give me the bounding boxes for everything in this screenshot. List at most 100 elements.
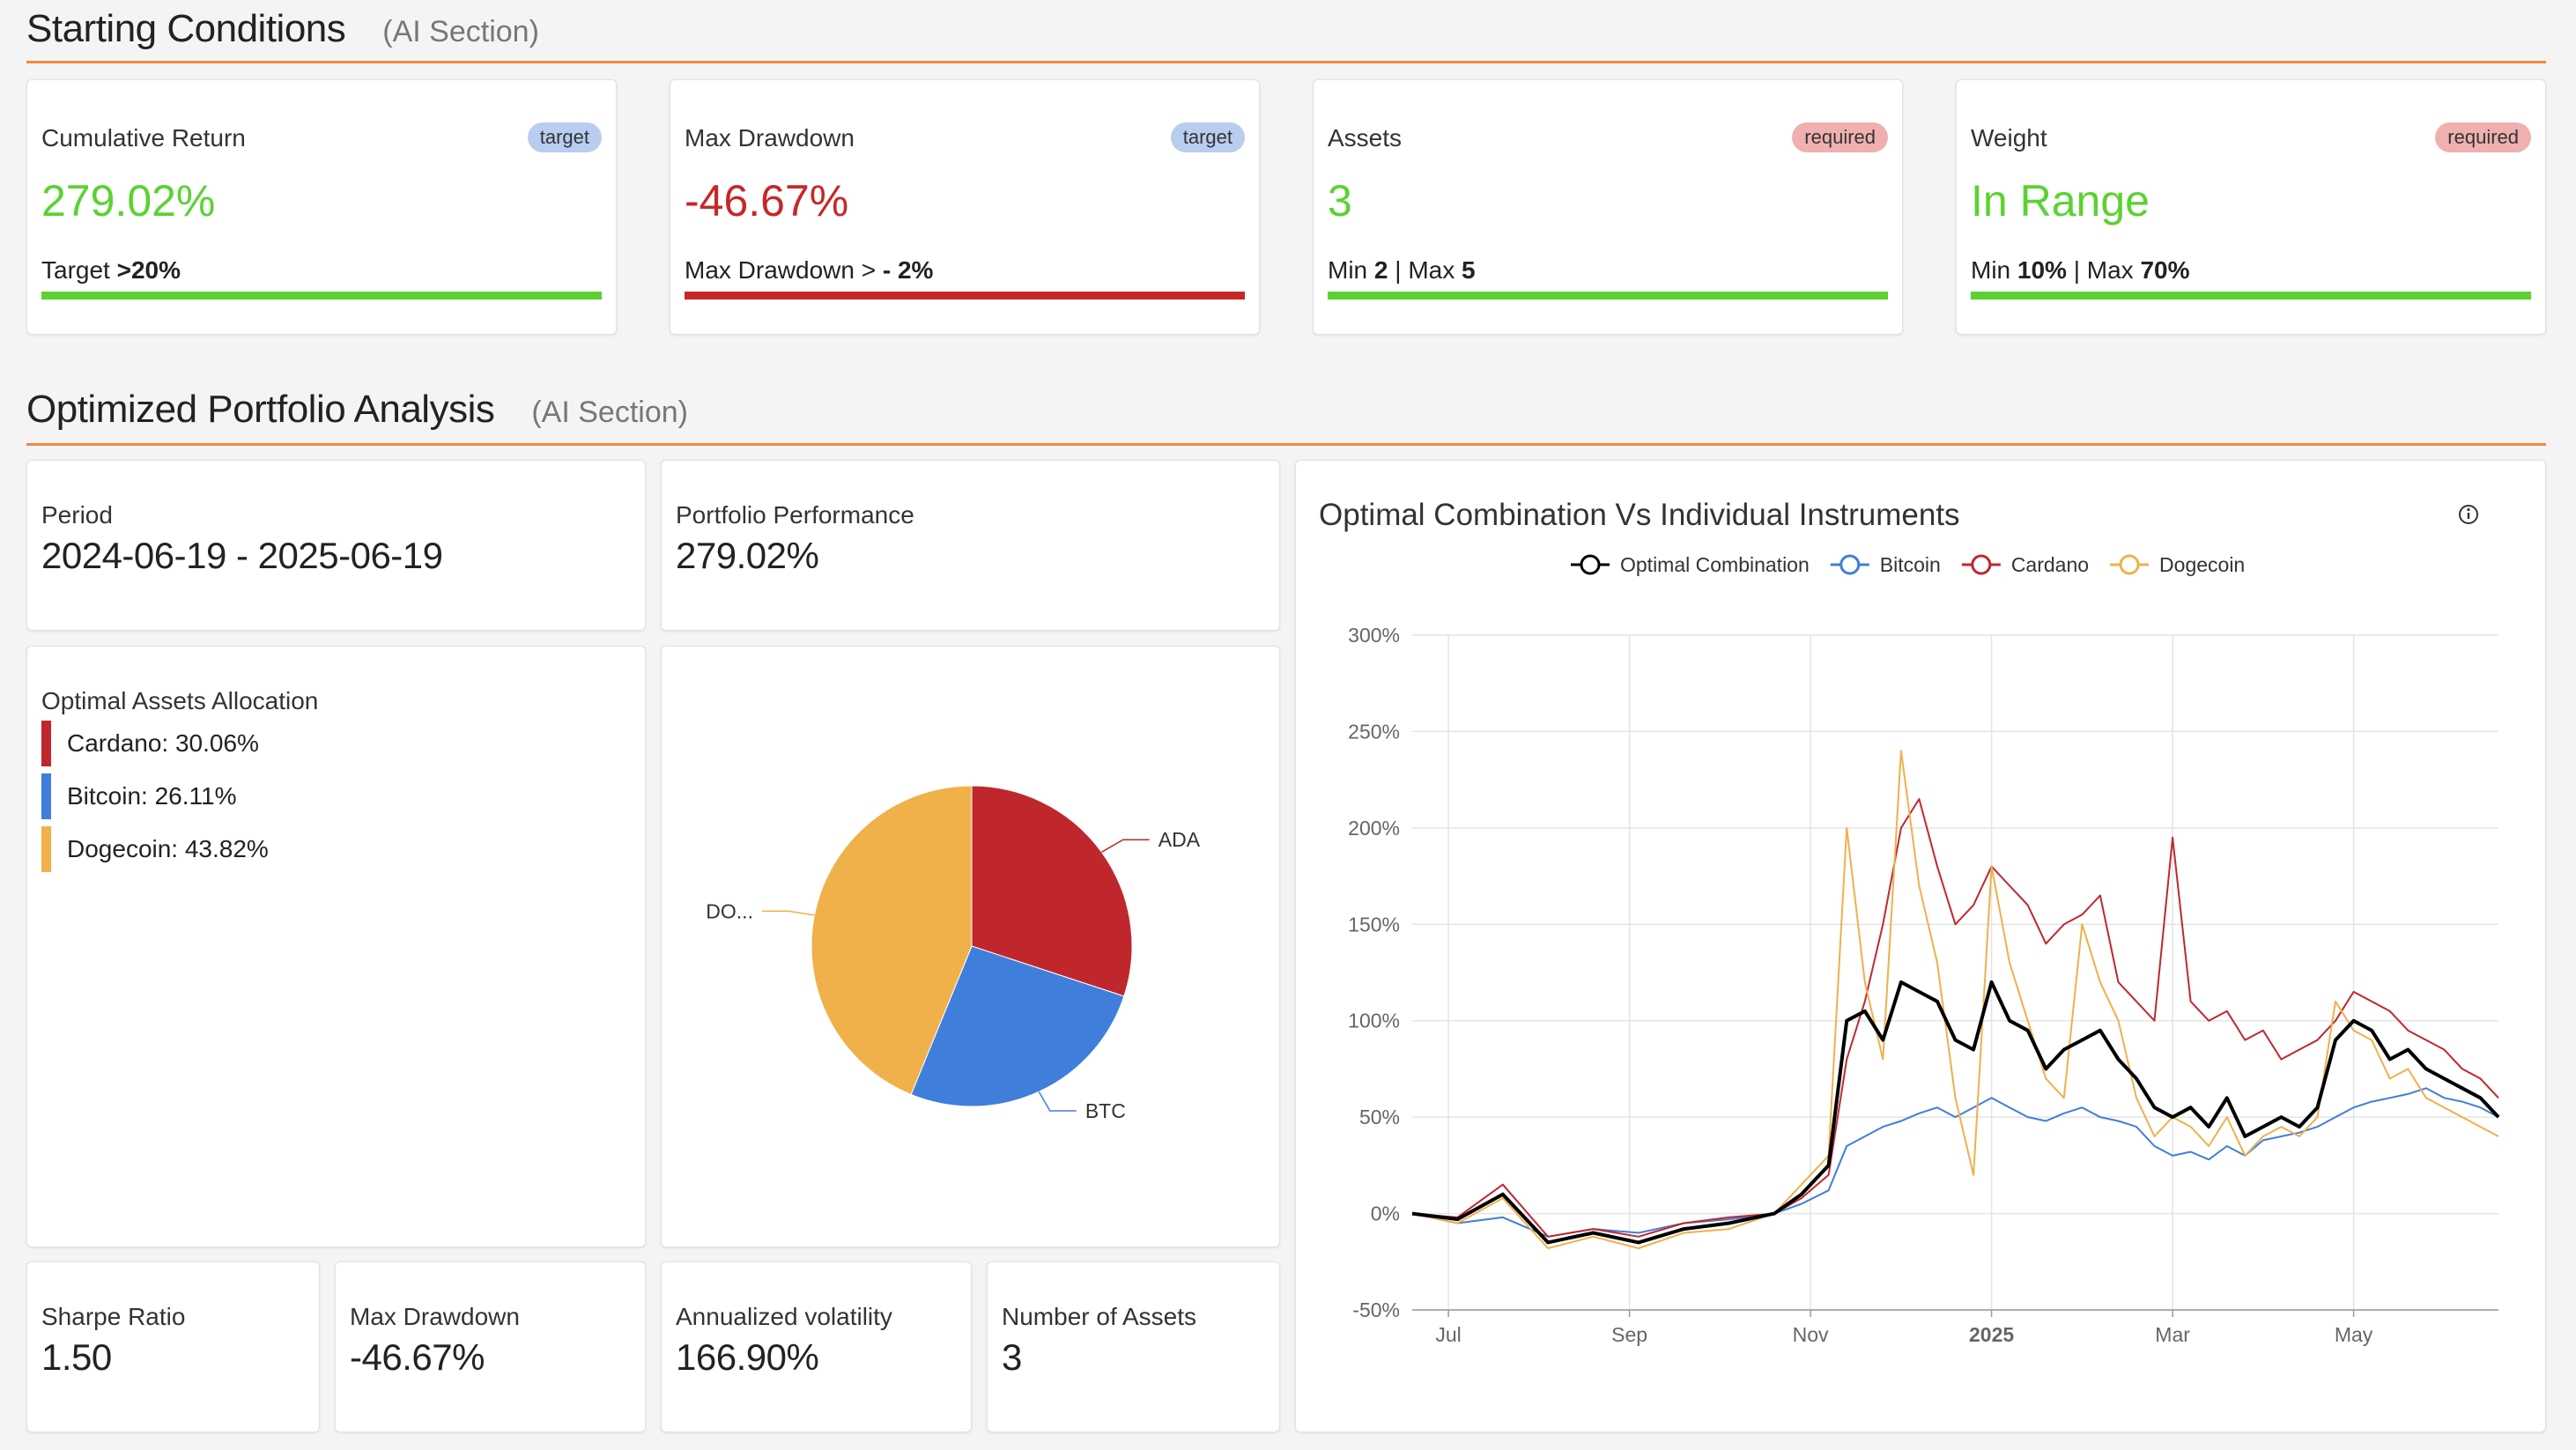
y-tick-label: 0%: [1371, 1202, 1400, 1225]
x-tick-label: Nov: [1793, 1323, 1829, 1346]
pie-label: DO...: [706, 899, 753, 922]
allocation-card: Optimal Assets Allocation Cardano: 30.06…: [26, 646, 646, 1247]
stat-value: -46.67%: [350, 1336, 485, 1378]
allocation-item-bitcoin: Bitcoin: 26.11%: [41, 773, 237, 819]
allocation-text: Dogecoin: 43.82%: [67, 835, 269, 862]
kpi-label: Weight: [1971, 124, 2047, 152]
kpi-label: Cumulative Return: [41, 124, 246, 152]
info-icon[interactable]: [2457, 503, 2480, 530]
stat-value: 3: [1002, 1336, 1022, 1378]
x-tick-label: Jul: [1435, 1323, 1461, 1346]
legend-label: Bitcoin: [1880, 553, 1941, 576]
allocation-text: Bitcoin: 26.11%: [67, 782, 237, 810]
kpi-value: 279.02%: [41, 176, 216, 226]
stat-value: 166.90%: [676, 1336, 819, 1378]
kpi-status-bar: [685, 292, 1245, 300]
chart-title: Optimal Combination Vs Individual Instru…: [1319, 498, 1960, 532]
kpi-value: In Range: [1971, 176, 2150, 226]
color-swatch: [41, 773, 51, 819]
stat-label: Number of Assets: [1002, 1303, 1196, 1330]
legend-item-cardano[interactable]: Cardano: [1961, 553, 2089, 576]
starting-conditions-header: Starting Conditions (AI Section): [26, 7, 2546, 63]
legend-label: Dogecoin: [2159, 553, 2245, 576]
legend-item-dogecoin[interactable]: Dogecoin: [2110, 553, 2245, 576]
pie-slice-btc[interactable]: [910, 945, 1125, 1107]
series-line-bitcoin[interactable]: [1411, 1087, 2499, 1238]
x-tick-label: Mar: [2155, 1323, 2190, 1346]
pie-slice-do[interactable]: [811, 785, 973, 1096]
pie-chart-card: ADA BTC DO...: [661, 646, 1280, 1247]
color-swatch: [41, 721, 51, 766]
kpi-description: Target >20%: [41, 256, 181, 284]
stat-label: Sharpe Ratio: [41, 1303, 186, 1330]
pie-label-line: [1101, 839, 1150, 853]
legend-marker: [1839, 554, 1861, 575]
pie-slice-ada[interactable]: [971, 785, 1133, 997]
allocation-item-dogecoin: Dogecoin: 43.82%: [41, 826, 269, 872]
kpi-badge: required: [2435, 122, 2531, 152]
y-tick-label: 300%: [1348, 624, 1400, 647]
number-of-assets-card: Number of Assets 3: [987, 1261, 1280, 1432]
section-title: Optimized Portfolio Analysis: [26, 388, 495, 431]
max-drawdown-card: Max Drawdown -46.67%: [335, 1261, 646, 1432]
line-chart-card: Optimal Combination Vs Individual Instru…: [1295, 460, 2546, 1432]
y-tick-label: 100%: [1348, 1010, 1400, 1032]
y-tick-label: 250%: [1348, 720, 1400, 743]
kpi-value: -46.67%: [685, 176, 849, 226]
color-swatch: [41, 826, 51, 872]
pie-label-line: [1038, 1091, 1077, 1112]
sharpe-ratio-card: Sharpe Ratio 1.50: [26, 1261, 320, 1432]
kpi-description: Min 10% | Max 70%: [1971, 256, 2190, 284]
section-subtitle: (AI Section): [382, 15, 539, 48]
y-tick-label: 200%: [1348, 817, 1400, 840]
kpi-label: Assets: [1328, 124, 1403, 152]
y-tick-label: 50%: [1359, 1106, 1400, 1128]
optimized-portfolio-header: Optimized Portfolio Analysis (AI Section…: [26, 388, 2546, 446]
kpi-status-bar: [41, 292, 602, 300]
series-line-cardano[interactable]: [1411, 798, 2499, 1238]
legend-marker: [2119, 554, 2140, 575]
kpi-label: Max Drawdown: [685, 124, 855, 152]
legend-item-bitcoin[interactable]: Bitcoin: [1830, 553, 1941, 576]
kpi-badge: required: [1792, 122, 1888, 152]
legend-item-optimal-combination[interactable]: Optimal Combination: [1571, 553, 1810, 576]
stat-label: Annualized volatility: [676, 1303, 892, 1330]
stat-value: 1.50: [41, 1336, 112, 1378]
allocation-pie-chart: ADA BTC DO...: [706, 785, 1201, 1122]
x-tick-label: May: [2335, 1323, 2373, 1346]
legend-label: Cardano: [2011, 553, 2089, 576]
kpi-card-max-drawdown: Max Drawdown target -46.67% Max Drawdown…: [670, 79, 1260, 335]
section-title: Starting Conditions: [26, 7, 346, 50]
y-tick-label: 150%: [1348, 913, 1400, 936]
x-tick-label: Sep: [1611, 1323, 1647, 1346]
performance-label: Portfolio Performance: [676, 501, 914, 529]
legend-marker: [1580, 554, 1601, 575]
kpi-card-assets: Assets required 3 Min 2 | Max 5: [1313, 79, 1903, 335]
kpi-description: Max Drawdown > - 2%: [685, 256, 934, 284]
allocation-text: Cardano: 30.06%: [67, 729, 259, 757]
kpi-badge: target: [1170, 122, 1245, 152]
kpi-status-bar: [1328, 292, 1888, 300]
portfolio-performance-card: Portfolio Performance 279.02%: [661, 460, 1280, 631]
performance-value: 279.02%: [676, 535, 819, 576]
stat-label: Max Drawdown: [350, 1303, 520, 1330]
kpi-value: 3: [1328, 176, 1352, 226]
annualized-volatility-card: Annualized volatility 166.90%: [661, 1261, 972, 1432]
kpi-card-weight: Weight required In Range Min 10% | Max 7…: [1956, 79, 2546, 335]
performance-line-chart: 300% 250% 200% 150% 100% 50% 0% -50% Jul Sep Nov 20…: [1348, 553, 2500, 1346]
kpi-status-bar: [1971, 292, 2531, 300]
section-subtitle: (AI Section): [531, 396, 688, 429]
period-label: Period: [41, 501, 113, 529]
allocation-item-cardano: Cardano: 30.06%: [41, 721, 259, 766]
y-tick-label: -50%: [1352, 1298, 1400, 1321]
series-line-dogecoin[interactable]: [1411, 750, 2499, 1249]
kpi-badge: target: [527, 122, 602, 152]
pie-label: BTC: [1085, 1099, 1126, 1122]
kpi-description: Min 2 | Max 5: [1328, 256, 1476, 284]
pie-label-line: [761, 910, 815, 916]
allocation-title: Optimal Assets Allocation: [41, 687, 319, 714]
period-card: Period 2024-06-19 - 2025-06-19: [26, 460, 646, 631]
x-tick-label: 2025: [1969, 1323, 2014, 1346]
period-value: 2024-06-19 - 2025-06-19: [41, 535, 443, 576]
series-line-optimal-combination[interactable]: [1411, 980, 2500, 1245]
